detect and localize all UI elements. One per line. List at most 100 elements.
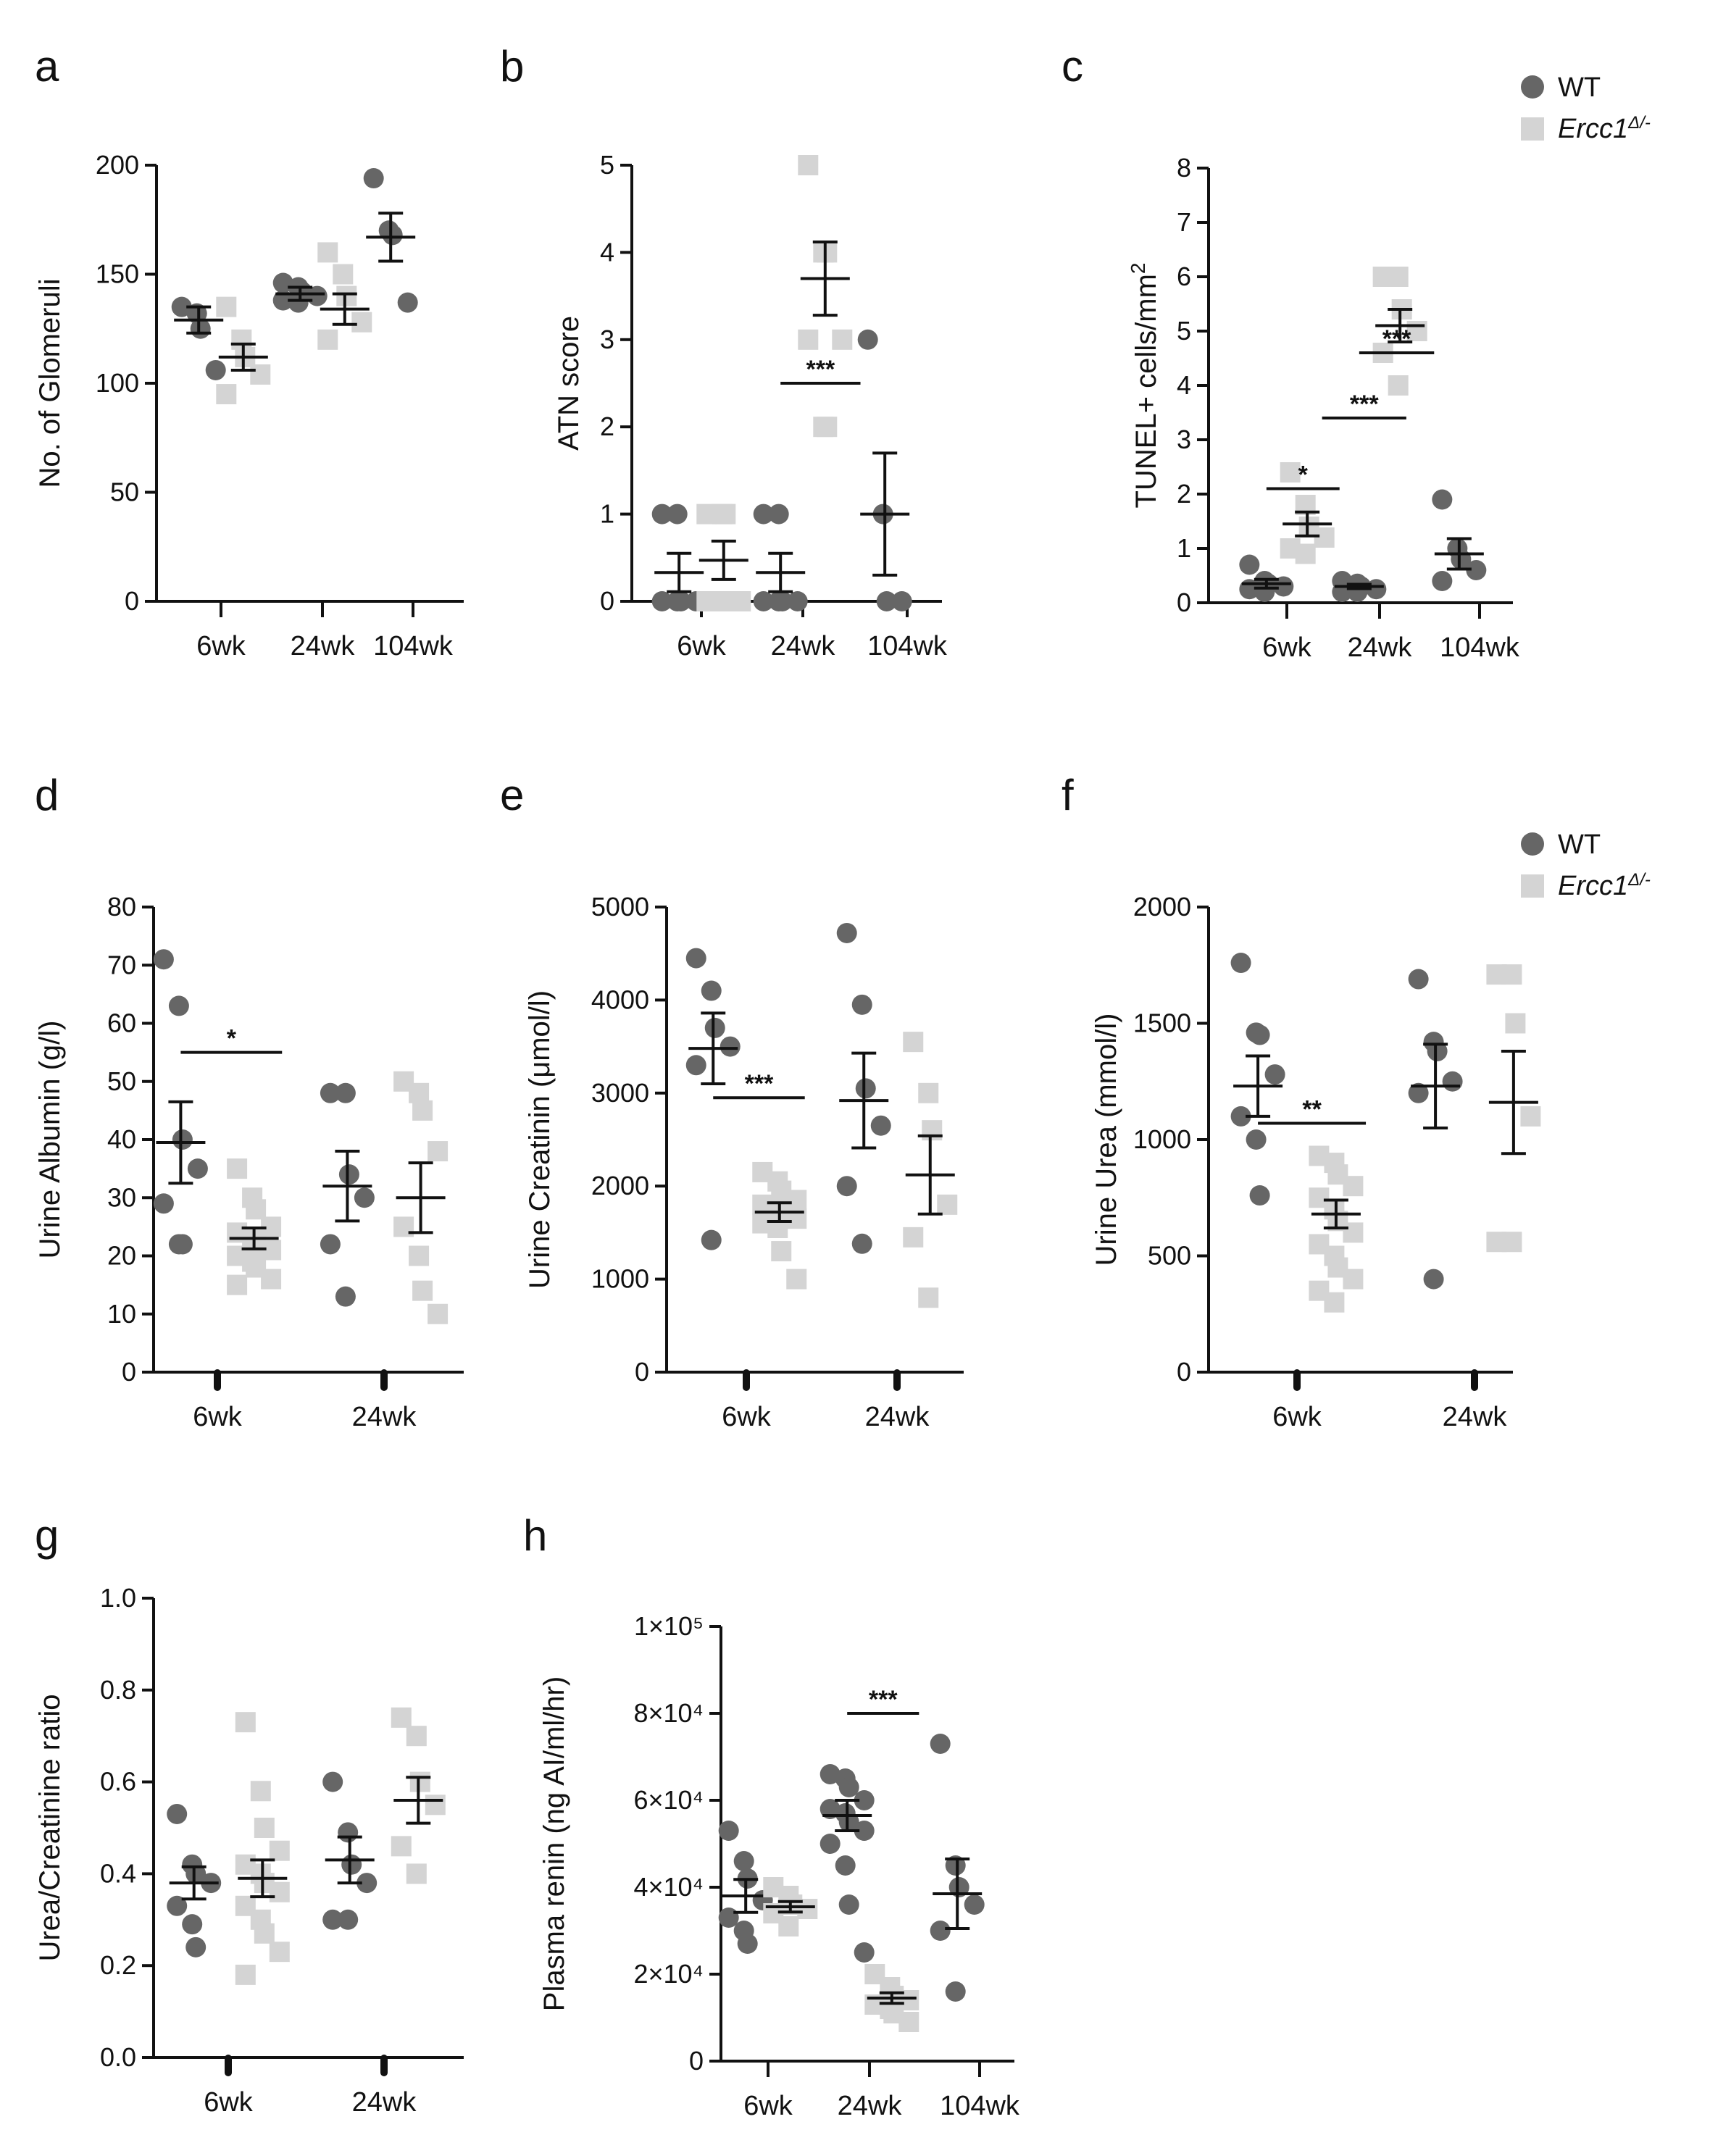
wt-data-point xyxy=(651,591,672,611)
wt-data-point xyxy=(930,1921,951,1941)
panel-letter: h xyxy=(523,1511,547,1560)
mutant-data-point xyxy=(1520,1106,1541,1127)
wt-data-point xyxy=(338,1164,359,1185)
wt-data-point xyxy=(1432,571,1453,591)
x-tick-label: 24wk xyxy=(291,631,356,661)
wt-data-point xyxy=(397,292,418,313)
mutant-data-point xyxy=(333,264,354,285)
legend: WT Ercc1Δ/- xyxy=(1521,72,1651,144)
y-tick-label: 1 xyxy=(600,499,614,529)
y-tick-label: 500 xyxy=(1148,1241,1191,1271)
y-tick-label: 1500 xyxy=(1133,1008,1191,1038)
y-tick-label: 30 xyxy=(107,1182,136,1212)
wt-data-point xyxy=(753,504,774,525)
y-tick-label: 0 xyxy=(122,1357,136,1387)
x-tick-label: 24wk xyxy=(865,1402,930,1432)
y-tick-label: 40 xyxy=(107,1124,136,1154)
panel-f: f 0 500 1000 1500 2000 Urine Urea (mmol/l) 6wk 2… xyxy=(1062,771,1541,1432)
mutant-data-point xyxy=(798,155,819,175)
panel-letter: b xyxy=(500,42,524,91)
y-tick-label: 0.2 xyxy=(100,1950,136,1980)
mutant-data-point xyxy=(1343,1269,1364,1290)
wt-data-point xyxy=(854,1821,875,1841)
wt-data-point xyxy=(1408,1082,1429,1103)
mutant-data-point xyxy=(1388,375,1409,396)
wt-data-point xyxy=(964,1894,985,1915)
wt-data-point xyxy=(185,1863,207,1884)
wt-data-point xyxy=(1427,1041,1448,1062)
wt-data-point xyxy=(787,591,808,611)
x-tick-label: 6wk xyxy=(1272,1402,1322,1432)
wt-data-point xyxy=(335,1082,356,1103)
y-tick-label: 10 xyxy=(107,1299,136,1329)
y-axis-label: Urea/Creatinine ratio xyxy=(34,1694,66,1961)
mutant-data-point xyxy=(317,329,338,350)
wt-data-point xyxy=(768,504,789,525)
wt-data-point xyxy=(167,1895,188,1916)
wt-data-point xyxy=(819,1834,841,1854)
wt-data-point xyxy=(171,296,192,317)
legend-wt-marker xyxy=(1521,832,1544,856)
panel-letter: d xyxy=(35,771,59,819)
mutant-data-point xyxy=(317,242,338,263)
mutant-data-point xyxy=(428,1141,449,1162)
mutant-data-point xyxy=(898,2012,919,2032)
panel-b: b 0 1 2 3 4 5 ATN score 6wk 24wk 104wk *** xyxy=(500,42,948,661)
wt-data-point xyxy=(322,1771,343,1792)
y-axis-label: No. of Glomeruli xyxy=(34,279,66,488)
wt-data-point xyxy=(382,225,403,246)
x-tick-mark xyxy=(380,2055,388,2076)
panel-g: g 0.0 0.2 0.4 0.6 0.8 1.0 Urea/Creatinine ratio… xyxy=(34,1511,464,2118)
x-tick-mark xyxy=(1471,1369,1478,1391)
mutant-data-point xyxy=(409,1771,430,1792)
wt-data-point xyxy=(836,1176,857,1197)
wt-data-point xyxy=(190,318,211,339)
legend-mutant-label: Ercc1Δ/- xyxy=(1558,113,1651,145)
y-tick-label: 2000 xyxy=(1133,892,1191,922)
mutant-data-point xyxy=(351,312,372,333)
legend-mutant-marker xyxy=(1521,874,1544,898)
wt-data-point xyxy=(186,303,207,324)
wt-data-point xyxy=(320,1234,341,1255)
x-tick-label: 24wk xyxy=(838,2091,903,2121)
mutant-data-point xyxy=(1314,527,1335,548)
mutant-data-point xyxy=(730,591,751,611)
y-tick-label: 50 xyxy=(110,477,139,507)
mutant-data-point xyxy=(231,329,252,350)
wt-data-point xyxy=(851,994,872,1015)
mutant-data-point xyxy=(409,1245,430,1266)
mutant-data-point xyxy=(798,329,819,350)
mutant-data-point xyxy=(391,1836,412,1857)
wt-data-point xyxy=(667,504,688,525)
x-tick-label: 24wk xyxy=(771,631,836,661)
x-tick-label: 6wk xyxy=(722,1402,772,1432)
wt-data-point xyxy=(272,290,293,311)
legend-mutant-superscript: Δ/- xyxy=(1627,870,1651,890)
mutant-data-point xyxy=(412,1280,433,1301)
mutant-data-point xyxy=(712,591,733,611)
y-tick-label: 0.4 xyxy=(100,1858,136,1888)
x-tick-label: 24wk xyxy=(352,1402,417,1432)
mutant-data-point xyxy=(227,1274,248,1295)
wt-data-point xyxy=(1466,560,1487,580)
y-tick-label: 80 xyxy=(107,892,136,922)
y-axis-label: Urine Urea (mmol/l) xyxy=(1090,1014,1122,1266)
mutant-data-point xyxy=(817,417,838,438)
mutant-data-point xyxy=(425,1794,446,1816)
x-tick-label: 24wk xyxy=(1348,632,1413,663)
y-tick-label: 3 xyxy=(600,325,614,354)
wt-data-point xyxy=(930,1734,951,1754)
y-tick-label: 8 xyxy=(1177,153,1191,183)
wt-data-point xyxy=(819,1764,841,1784)
mutant-data-point xyxy=(269,1881,290,1902)
wt-data-point xyxy=(322,1909,343,1930)
y-tick-label: 70 xyxy=(107,950,136,979)
x-tick-label: 104wk xyxy=(373,631,454,661)
wt-data-point xyxy=(363,168,384,189)
panel-letter: a xyxy=(35,42,59,91)
mutant-data-point xyxy=(235,1712,256,1733)
wt-data-point xyxy=(338,1822,359,1843)
mutant-data-point xyxy=(1280,462,1301,482)
wt-data-point xyxy=(768,591,789,611)
wt-data-point xyxy=(354,1187,375,1208)
